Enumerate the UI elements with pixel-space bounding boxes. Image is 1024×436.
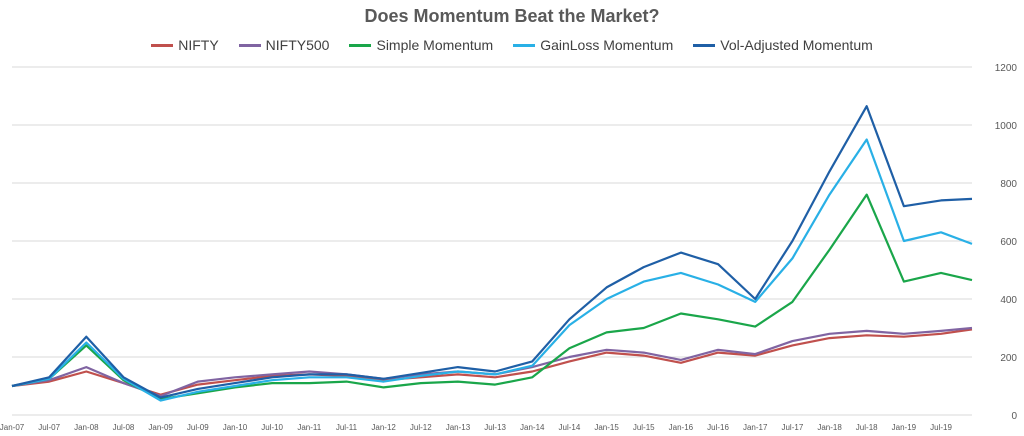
- x-tick-label: Jul-17: [781, 423, 803, 432]
- x-tick-label: Jan-19: [892, 423, 917, 432]
- legend-item: Simple Momentum: [349, 37, 493, 53]
- legend-swatch: [513, 43, 536, 47]
- x-tick-label: Jul-11: [336, 423, 358, 432]
- y-tick-label: 800: [1000, 179, 1017, 190]
- x-tick-label: Jul-07: [38, 423, 60, 432]
- x-tick-label: Jul-16: [707, 423, 729, 432]
- series-line: [11, 193, 973, 401]
- legend-label: NIFTY500: [265, 37, 330, 53]
- y-tick-label: 600: [1000, 237, 1017, 248]
- x-tick-label: Jul-18: [856, 423, 878, 432]
- x-tick-label: Jul-13: [484, 423, 506, 432]
- x-tick-label: Jul-19: [930, 423, 952, 432]
- legend-swatch: [238, 43, 261, 47]
- legend-item: GainLoss Momentum: [513, 37, 673, 53]
- legend-swatch: [151, 43, 174, 47]
- x-tick-label: Jul-12: [410, 423, 432, 432]
- legend-item: NIFTY500: [238, 37, 330, 53]
- y-tick-label: 1200: [995, 63, 1018, 74]
- x-tick-label: Jul-09: [187, 423, 209, 432]
- x-tick-label: Jan-13: [446, 423, 471, 432]
- x-tick-label: Jan-07: [0, 423, 25, 432]
- legend-label: Vol-Adjusted Momentum: [720, 37, 873, 53]
- x-tick-label: Jan-08: [74, 423, 99, 432]
- x-tick-label: Jan-11: [297, 423, 321, 432]
- x-tick-label: Jan-10: [223, 423, 248, 432]
- series-line: [11, 138, 973, 402]
- chart-title: Does Momentum Beat the Market?: [364, 6, 660, 26]
- x-tick-label: Jan-18: [817, 423, 842, 432]
- legend-item: NIFTY: [151, 37, 219, 53]
- y-tick-label: 400: [1000, 295, 1017, 306]
- legend: NIFTY NIFTY500 Simple Momentum GainLoss Mom…: [0, 37, 1024, 53]
- x-tick-label: Jul-08: [113, 423, 135, 432]
- y-tick-label: 0: [1011, 411, 1017, 422]
- legend-swatch: [349, 43, 372, 47]
- legend-label: NIFTY: [178, 37, 219, 53]
- y-tick-label: 200: [1000, 353, 1017, 364]
- x-tick-label: Jul-15: [633, 423, 655, 432]
- x-tick-label: Jan-15: [594, 423, 619, 432]
- series-line: [11, 105, 973, 399]
- x-tick-label: Jan-12: [371, 423, 396, 432]
- x-tick-label: Jan-17: [743, 423, 768, 432]
- x-tick-label: Jul-10: [261, 423, 283, 432]
- legend-item: Vol-Adjusted Momentum: [693, 37, 873, 53]
- x-tick-label: Jul-14: [559, 423, 581, 432]
- legend-label: Simple Momentum: [376, 37, 494, 53]
- x-tick-label: Jan-14: [520, 423, 545, 432]
- x-tick-label: Jan-09: [148, 423, 173, 432]
- legend-swatch: [693, 43, 716, 47]
- x-tick-label: Jan-16: [669, 423, 694, 432]
- legend-label: GainLoss Momentum: [540, 37, 674, 53]
- y-tick-label: 1000: [995, 121, 1018, 132]
